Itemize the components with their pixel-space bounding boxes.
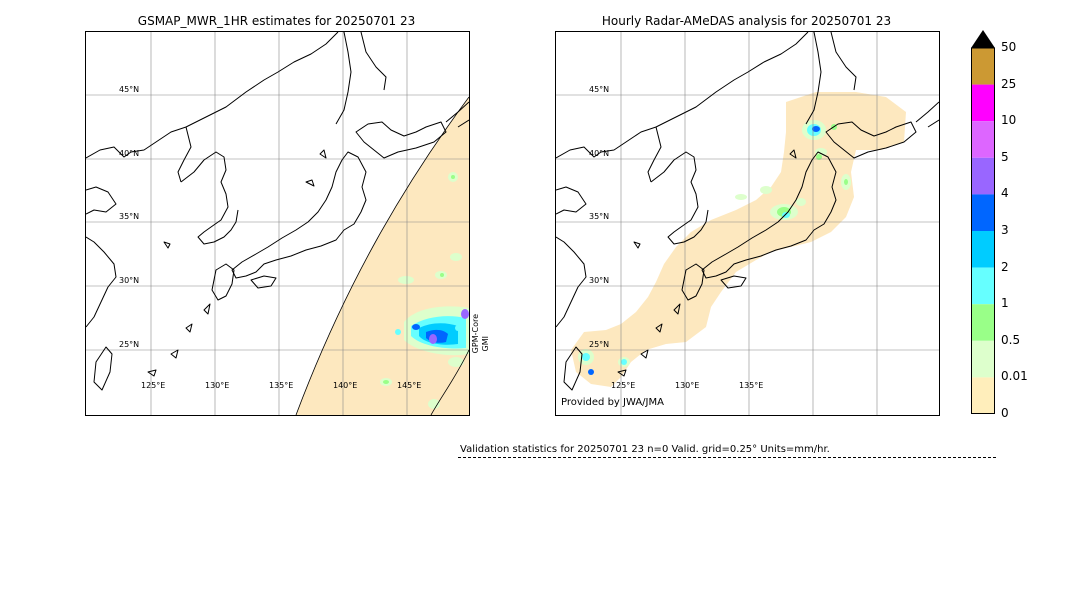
right-panel-title: Hourly Radar-AMeDAS analysis for 2025070… <box>601 14 892 28</box>
swath-edge-right <box>430 349 469 415</box>
graticule <box>86 32 469 415</box>
satellite-swath <box>296 97 469 415</box>
colorbar-segment <box>971 267 995 305</box>
colorbar-tick-label: 0 <box>1001 406 1009 420</box>
colorbar-tick-label: 1 <box>1001 296 1009 311</box>
validation-dashed-line <box>458 457 996 458</box>
colorbar-svg <box>971 30 995 414</box>
colorbar-tick-label: 0.01 <box>1001 369 1028 384</box>
colorbar-segment <box>971 121 995 158</box>
colorbar-segment <box>971 340 995 378</box>
right-lat-label-35: 35°N <box>589 212 610 221</box>
colorbar-tick-label: 3 <box>1001 223 1009 237</box>
right-map-svg <box>556 32 939 415</box>
colorbar-extend-arrow <box>971 30 995 48</box>
right-lat-label-40: 40°N <box>589 149 610 158</box>
colorbar-segment <box>971 231 995 268</box>
left-lat-label-45: 45°N <box>119 85 140 94</box>
left-lat-label-40: 40°N <box>119 149 140 158</box>
left-panel-title: GSMAP_MWR_1HR estimates for 20250701 23 <box>137 14 416 28</box>
left-map-panel <box>85 31 470 416</box>
right-lat-label-45: 45°N <box>589 85 610 94</box>
coastlines-right <box>556 32 939 391</box>
colorbar-tick-label: 0.5 <box>1001 332 1021 347</box>
right-lon-label-125: 125°E <box>611 381 636 390</box>
left-lat-label-25: 25°N <box>119 340 140 349</box>
validation-statistics: Validation statistics for 20250701 23 n=… <box>460 444 830 455</box>
graticule-right <box>556 32 939 415</box>
precip-cluster-se <box>395 306 469 356</box>
colorbar-segment <box>971 194 995 231</box>
radar-coverage <box>571 92 906 387</box>
right-lon-label-135: 135°E <box>739 381 764 390</box>
colorbar-segment <box>971 377 995 414</box>
left-lat-label-35: 35°N <box>119 212 140 221</box>
colorbar-tick-label: 10 <box>1001 113 1017 128</box>
colorbar-segment <box>971 157 995 195</box>
colorbar-segment <box>971 304 995 341</box>
colorbar-segment <box>971 48 995 85</box>
colorbar-tick-label: 50 <box>1001 40 1017 54</box>
provided-by-label: Provided by JWA/JMA <box>561 397 664 408</box>
colorbar <box>971 30 995 414</box>
left-lon-label-140: 140°E <box>333 381 358 390</box>
swath-edge <box>295 96 469 415</box>
satellite-label-gmi: GMI <box>481 336 490 352</box>
colorbar-tick-label: 25 <box>1001 76 1017 91</box>
right-lat-label-25: 25°N <box>589 340 610 349</box>
left-lon-label-135: 135°E <box>269 381 294 390</box>
right-lat-label-30: 30°N <box>589 276 610 285</box>
colorbar-border <box>971 47 995 414</box>
precip-scattered-se <box>380 172 464 409</box>
left-lat-label-30: 30°N <box>119 276 140 285</box>
left-lon-label-125: 125°E <box>141 381 166 390</box>
colorbar-tick-label: 4 <box>1001 186 1009 201</box>
right-lon-label-130: 130°E <box>675 381 700 390</box>
coastlines <box>86 32 469 391</box>
colorbar-segment <box>971 84 995 122</box>
left-map-svg <box>86 32 469 415</box>
colorbar-tick-label: 5 <box>1001 149 1009 164</box>
satellite-label-gpm-core: GPM-Core <box>471 314 480 354</box>
left-lon-label-145: 145°E <box>397 381 422 390</box>
right-map-panel <box>555 31 940 416</box>
colorbar-tick-label: 2 <box>1001 259 1009 274</box>
left-lon-label-130: 130°E <box>205 381 230 390</box>
